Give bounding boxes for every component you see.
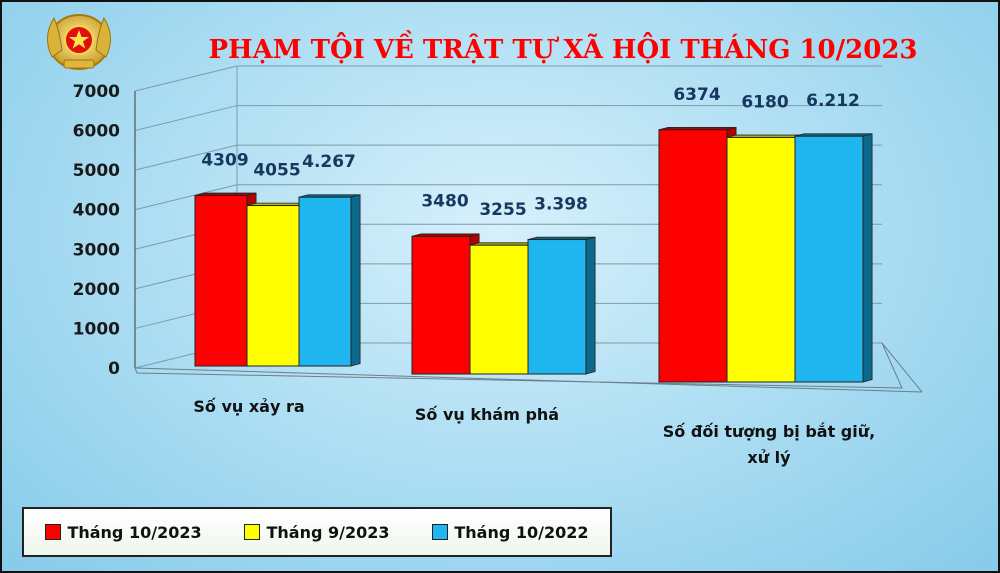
category-label: Số vụ xảy ra	[193, 397, 304, 416]
bar-side	[862, 133, 873, 383]
bar	[246, 205, 300, 367]
chart-bars	[194, 126, 873, 383]
bar	[411, 235, 471, 375]
y-tick-label: 7000	[73, 82, 120, 102]
legend-item-series-2: Tháng 9/2023	[244, 522, 390, 542]
floor-edge	[134, 342, 903, 389]
y-tick-label: 6000	[73, 122, 120, 142]
category-label: Số đối tượng bị bắt giữ,	[663, 422, 875, 441]
data-label: 3.398	[534, 195, 588, 215]
y-axis-ticks: 0 1000 2000 3000 4000 5000 6000 7000	[73, 82, 120, 379]
legend-swatch	[432, 524, 449, 540]
data-label: 3255	[479, 200, 526, 220]
bar	[794, 135, 864, 383]
gridline	[134, 65, 882, 92]
floor-right-edge	[881, 342, 923, 393]
data-label: 4055	[253, 161, 300, 181]
legend-label: Tháng 9/2023	[266, 522, 390, 542]
legend-swatch	[45, 524, 62, 540]
legend-item-series-1: Tháng 10/2023	[45, 522, 202, 542]
data-label: 6.212	[806, 91, 860, 111]
bar-side	[585, 236, 596, 375]
bar	[298, 196, 352, 367]
y-tick-label: 5000	[73, 161, 120, 181]
bar	[527, 239, 587, 375]
bar	[658, 129, 728, 383]
police-emblem-icon	[47, 14, 111, 70]
category-label: xử lý	[747, 448, 791, 467]
data-label: 4309	[201, 150, 248, 170]
bar	[469, 244, 529, 375]
chart-title: PHẠM TỘI VỀ TRẬT TỰ XÃ HỘI THÁNG 10/2023	[208, 30, 917, 65]
bar-side	[350, 194, 361, 367]
data-label: 6180	[741, 92, 788, 112]
data-label: 4.267	[302, 152, 356, 172]
bar	[194, 194, 248, 367]
y-tick-label: 2000	[73, 280, 120, 300]
category-labels: Số vụ xảy ra Số vụ khám phá Số đối tượng b…	[193, 397, 875, 467]
floor-front-edge	[134, 367, 923, 393]
category-label: Số vụ khám phá	[415, 405, 559, 424]
data-label: 6374	[673, 85, 720, 105]
y-tick-label: 4000	[73, 201, 120, 221]
chart-legend: Tháng 10/2023 Tháng 9/2023 Tháng 10/2022	[22, 507, 612, 557]
y-tick-label: 0	[108, 359, 120, 379]
data-label: 3480	[421, 191, 468, 211]
y-tick-label: 1000	[73, 319, 120, 339]
bar	[726, 136, 796, 383]
legend-label: Tháng 10/2022	[454, 522, 589, 542]
y-tick-label: 3000	[73, 240, 120, 260]
legend-item-series-3: Tháng 10/2022	[432, 522, 589, 542]
legend-swatch	[244, 524, 261, 540]
legend-label: Tháng 10/2023	[67, 522, 202, 542]
